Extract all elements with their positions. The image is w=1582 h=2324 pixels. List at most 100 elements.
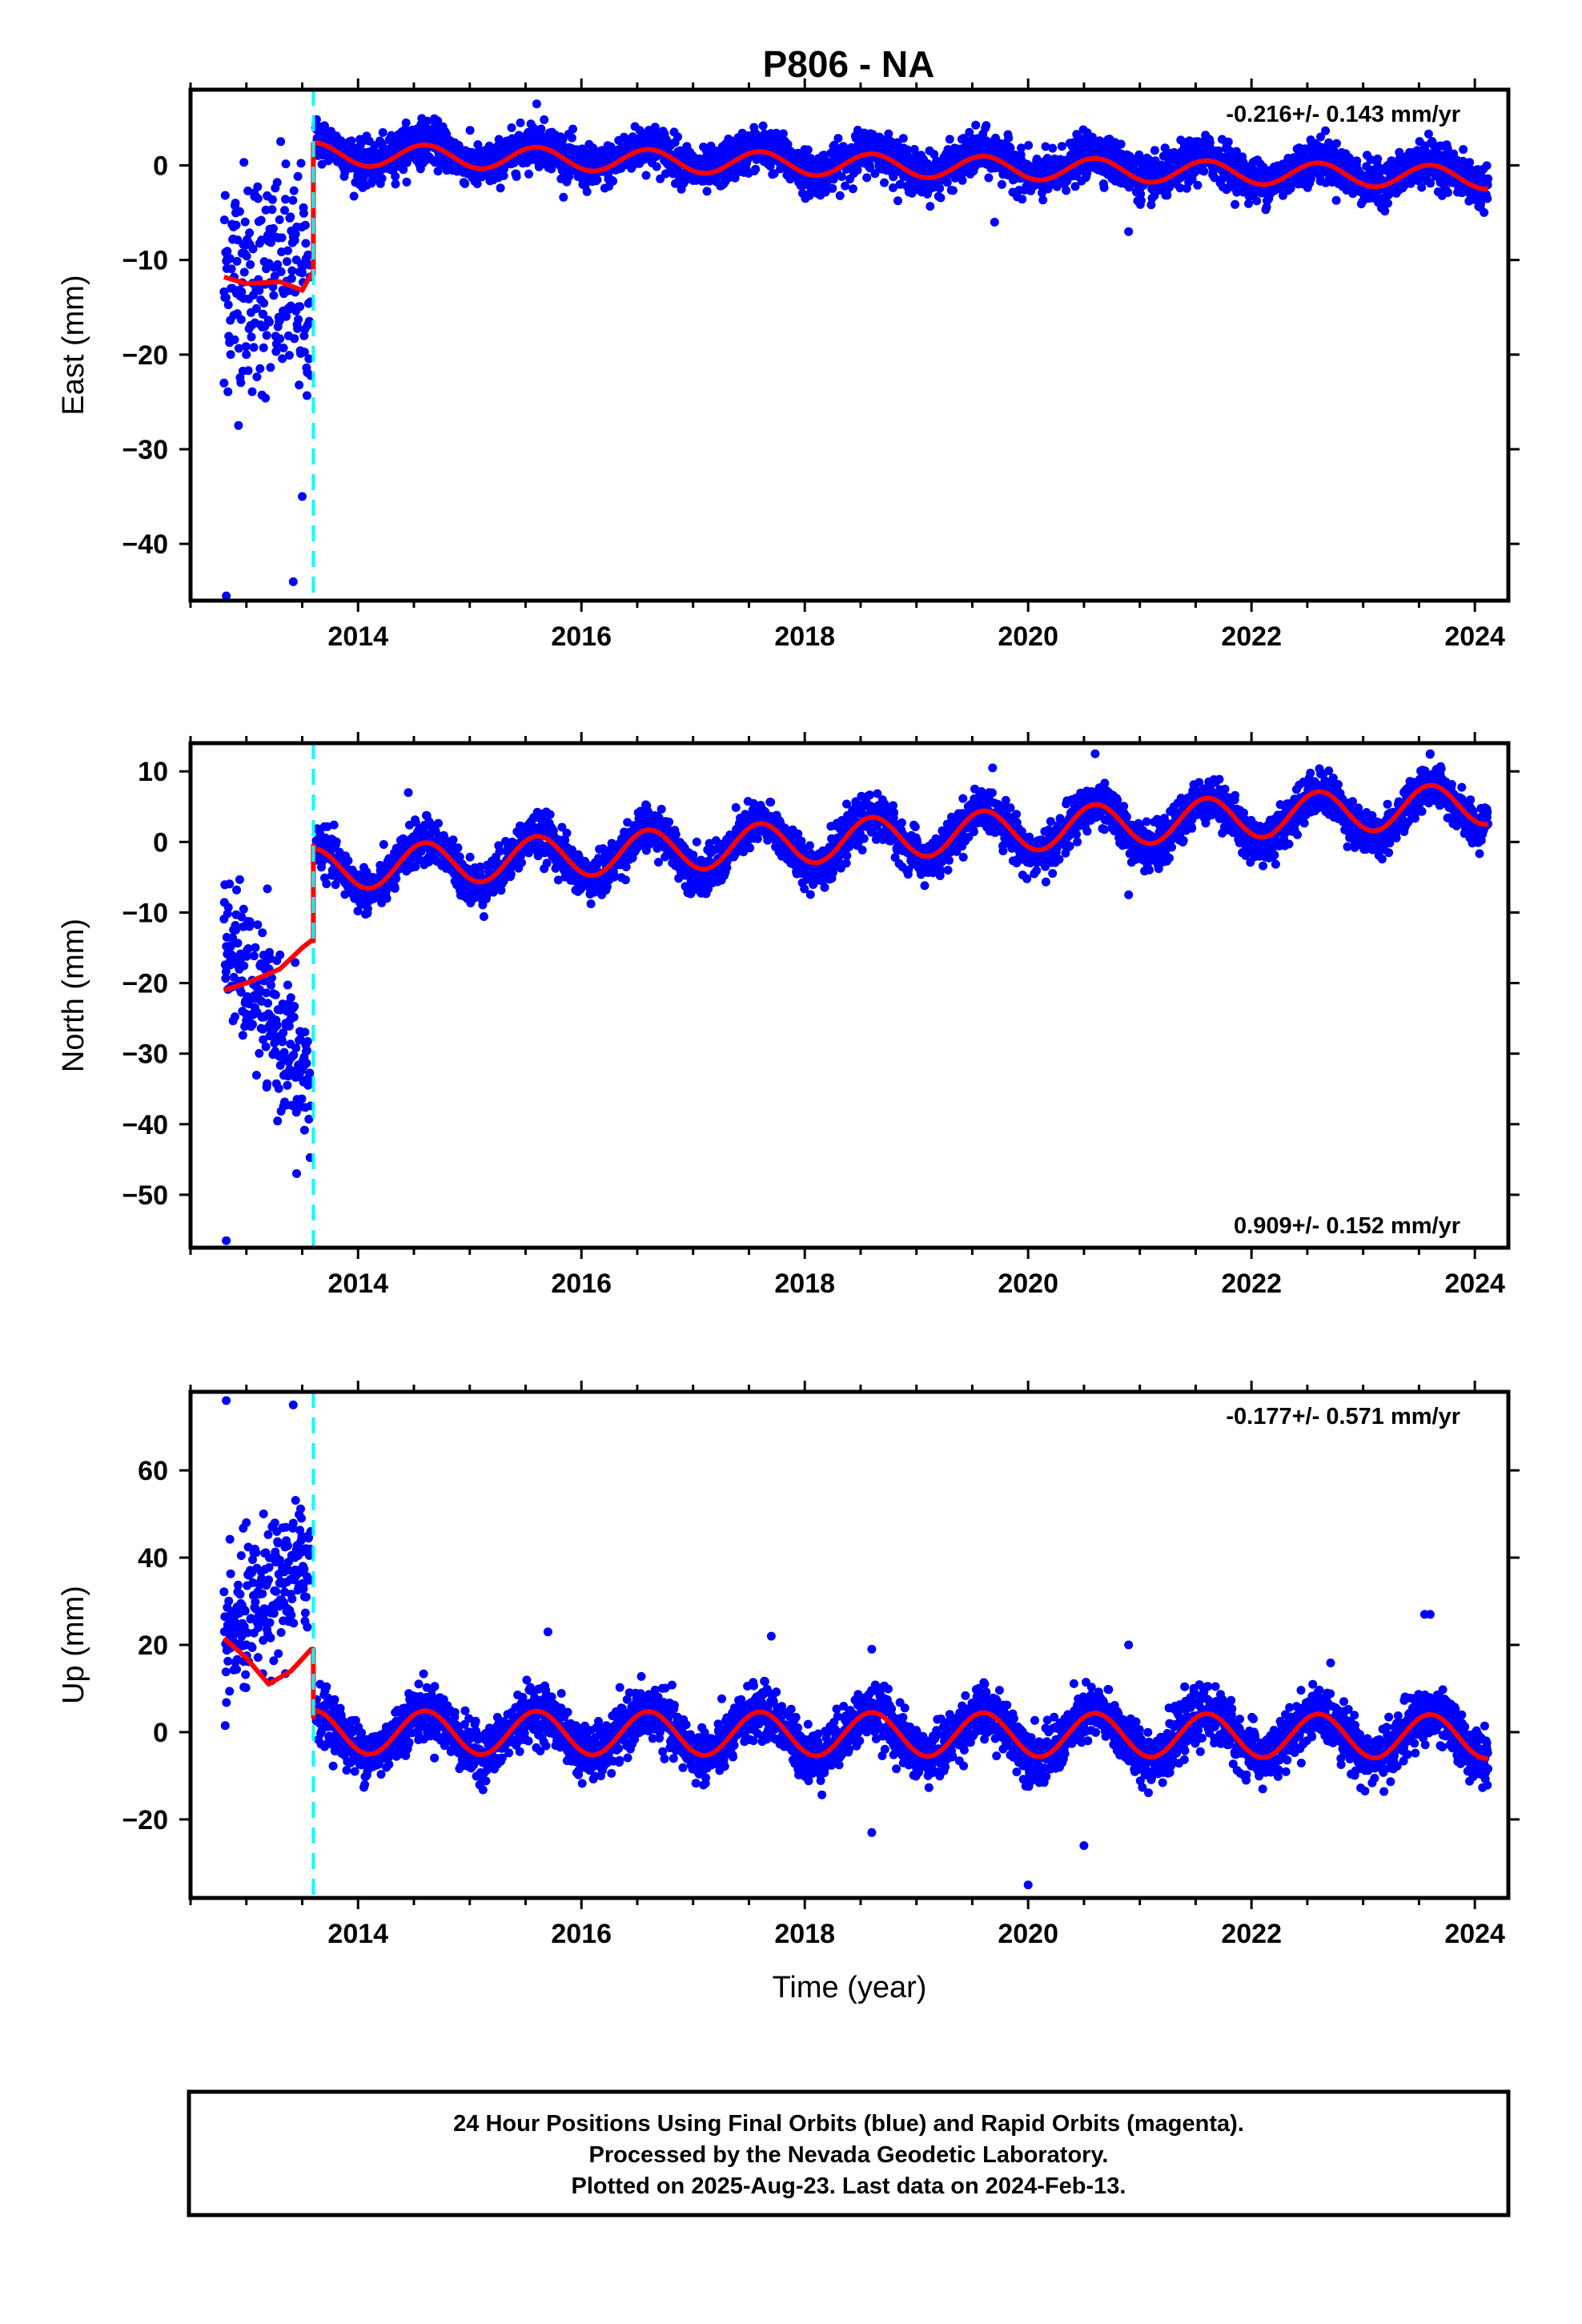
data-point <box>448 835 458 845</box>
data-point <box>423 116 432 126</box>
data-point <box>252 372 262 382</box>
data-point <box>301 239 311 248</box>
data-point <box>255 1048 264 1058</box>
data-point <box>289 1012 299 1022</box>
x-tick-label: 2022 <box>1221 621 1282 652</box>
data-point <box>259 343 268 352</box>
data-point <box>1024 141 1034 150</box>
data-point <box>239 267 249 277</box>
data-point <box>226 350 235 360</box>
data-point <box>219 378 229 388</box>
data-point <box>558 135 568 144</box>
east-panel: 2014 2016 2018 2020 2022 20240−10−20−30−40Eas… <box>57 78 1520 652</box>
north-panel: 2014 2016 2018 2020 2022 2024100−10−20−30−40−… <box>57 732 1520 1299</box>
data-point <box>267 195 277 204</box>
data-point <box>242 350 251 360</box>
data-point <box>235 207 244 216</box>
data-point <box>275 334 285 344</box>
data-point <box>240 217 250 227</box>
data-point <box>299 331 309 340</box>
data-point <box>253 182 263 191</box>
data-point <box>231 199 240 208</box>
data-point <box>884 129 893 139</box>
data-point <box>304 316 314 326</box>
data-point <box>289 186 299 195</box>
data-point <box>1480 207 1489 217</box>
data-point <box>225 254 235 263</box>
data-point <box>281 159 291 169</box>
data-point <box>641 171 651 180</box>
data-point <box>272 1020 282 1030</box>
data-point <box>302 1046 311 1055</box>
data-point <box>299 348 309 357</box>
data-point <box>434 818 443 828</box>
data-point <box>230 335 239 344</box>
data-point <box>524 169 533 179</box>
data-point <box>1048 143 1058 153</box>
data-point <box>220 191 230 200</box>
data-point <box>1004 134 1014 143</box>
data-point <box>296 159 306 168</box>
data-point <box>290 334 299 344</box>
data-point <box>499 171 508 180</box>
data-point <box>936 193 946 203</box>
data-point <box>273 259 283 269</box>
data-point <box>997 179 1006 189</box>
data-point <box>990 217 999 227</box>
data-point <box>751 164 761 174</box>
data-point <box>465 852 475 862</box>
data-point <box>580 179 590 189</box>
data-point <box>245 228 255 238</box>
chart-title: P806 - NA <box>763 43 935 85</box>
data-point <box>378 128 387 137</box>
data-point <box>279 1047 289 1057</box>
data-point <box>898 134 908 143</box>
data-point <box>803 145 813 155</box>
data-point <box>347 136 356 146</box>
data-point <box>275 215 284 224</box>
data-point <box>239 158 249 167</box>
data-point <box>329 820 339 830</box>
data-point <box>293 324 303 333</box>
data-point <box>299 1125 309 1135</box>
data-point <box>652 162 661 171</box>
data-point <box>1057 142 1066 151</box>
data-point <box>945 135 954 144</box>
data-point <box>608 176 618 186</box>
data-point <box>1380 207 1390 216</box>
data-point <box>243 366 253 376</box>
data-point <box>391 874 401 883</box>
data-point <box>1124 227 1134 236</box>
data-point <box>1162 191 1172 200</box>
data-point <box>265 317 274 327</box>
data-point <box>390 883 400 893</box>
data-point <box>1223 137 1233 147</box>
east-y-axis-label: East (mm) <box>57 275 90 415</box>
data-point <box>862 173 872 183</box>
data-point <box>303 250 313 259</box>
data-point <box>359 173 368 183</box>
data-point <box>222 591 231 601</box>
data-point <box>1062 186 1071 195</box>
data-point <box>965 127 974 137</box>
data-point <box>382 894 391 903</box>
east-velocity-label: -0.216+/- 0.143 mm/yr <box>1226 102 1460 127</box>
x-tick-label: 2014 <box>327 621 388 652</box>
data-point <box>275 950 285 959</box>
data-point <box>769 169 779 179</box>
data-point <box>1483 194 1492 203</box>
data-point <box>223 903 233 912</box>
data-point <box>291 229 300 239</box>
data-point <box>399 165 408 175</box>
data-point <box>270 271 279 281</box>
data-point <box>271 347 281 356</box>
data-point <box>255 286 264 296</box>
data-point <box>472 179 482 188</box>
data-point <box>349 191 359 201</box>
data-point <box>507 123 516 132</box>
data-point <box>1252 196 1262 206</box>
data-point <box>302 391 311 400</box>
data-point <box>236 315 246 324</box>
data-point <box>896 179 905 189</box>
data-point <box>778 129 788 139</box>
